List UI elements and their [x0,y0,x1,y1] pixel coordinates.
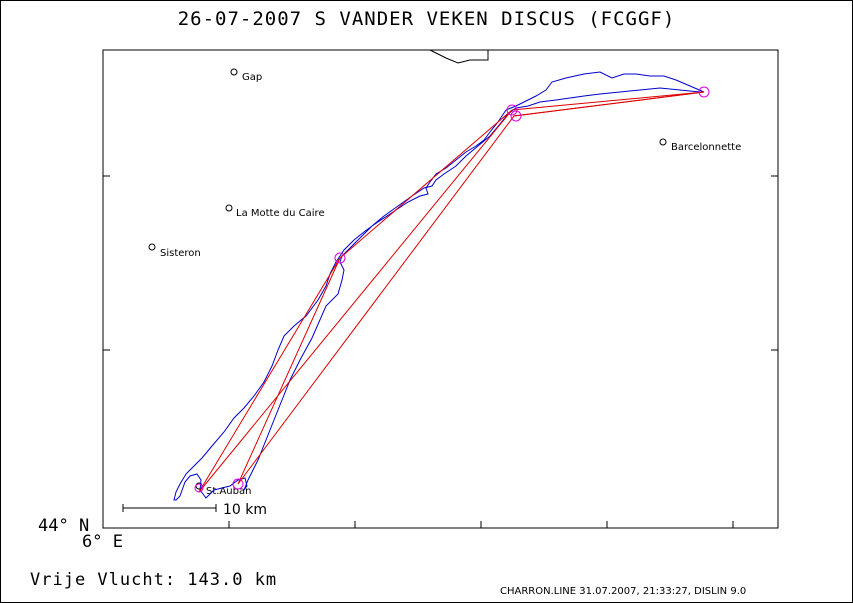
latitude-label: 44° N [38,516,90,536]
place-st-auban: St.Auban [195,482,251,497]
turnpoint [510,110,522,122]
place-label: Gap [242,72,262,83]
turnpoints [194,86,710,493]
turnpoint [698,86,710,98]
turnpoint [506,104,518,116]
credits-line: CHARRON.LINE 31.07.2007, 21:33:27, DISLI… [500,586,747,597]
place-gap: Gap [230,68,262,83]
turnpoint [232,478,244,490]
border-line [429,49,489,64]
page-title: 26-07-2007 S VANDER VEKEN DISCUS (FCGGF) [177,8,676,30]
place-barcelonnette: Barcelonnette [659,138,741,153]
task-line-return [198,91,705,493]
turnpoint [334,252,346,264]
place-la-motte: La Motte du Caire [225,204,325,219]
place-label: Sisteron [160,248,201,259]
place-label: St.Auban [206,486,251,497]
task-line [198,91,705,493]
scale-bar [122,504,217,512]
scale-label: 10 km [223,502,267,518]
longitude-label: 6° E [82,532,123,552]
place-label: Barcelonnette [671,142,741,153]
flight-distance: Vrije Vlucht: 143.0 km [30,570,278,590]
map-frame [102,49,779,529]
y-axis-ticks [103,175,778,351]
place-sisteron: Sisteron [148,243,201,259]
turnpoint [194,483,204,493]
place-label: La Motte du Caire [236,208,325,219]
flight-track [173,71,705,501]
x-axis-ticks [102,521,734,528]
